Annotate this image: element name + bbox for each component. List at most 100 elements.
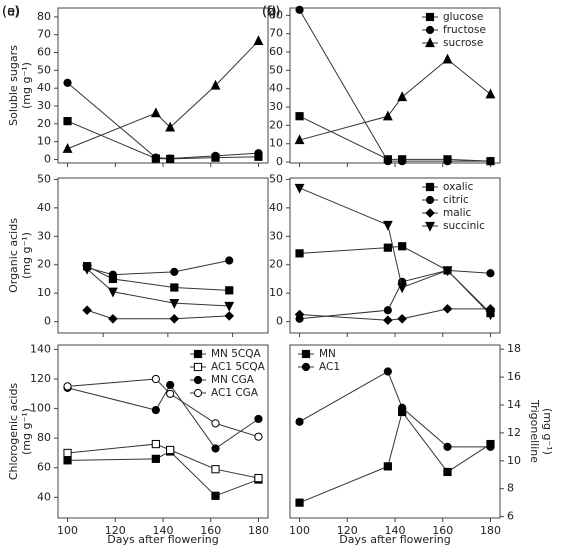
marker [254, 149, 263, 158]
legend-label: glucose [443, 11, 483, 23]
y-tick-label: 30 [37, 99, 51, 112]
marker [211, 491, 220, 500]
marker [63, 78, 72, 87]
y-axis-label: (mg g⁻¹) [20, 232, 33, 279]
marker [442, 304, 453, 314]
y-axis-label: Soluble sugars [7, 45, 20, 126]
marker [170, 267, 179, 276]
y-tick-label: 30 [37, 229, 51, 242]
series-line [86, 259, 230, 276]
y-tick-label: 10 [269, 137, 283, 150]
legend-marker [425, 182, 435, 192]
marker [383, 367, 392, 376]
marker [295, 417, 304, 426]
marker [108, 270, 118, 279]
marker [295, 249, 304, 258]
marker [82, 305, 92, 316]
x-tick-label: 140 [385, 524, 406, 537]
panel-label: (d) [262, 5, 280, 20]
x-tick-label: 160 [200, 524, 221, 537]
legend-marker [425, 37, 435, 48]
marker [166, 445, 175, 455]
legend-marker [193, 362, 203, 372]
legend-label: MN 5CQA [211, 348, 262, 360]
y-tick-label: 6 [507, 510, 514, 523]
y-tick-label: 10 [269, 286, 283, 299]
marker [225, 256, 234, 265]
y-tick-label: 0 [276, 155, 283, 168]
legend-marker [425, 195, 435, 205]
y-axis-label: (mg g⁻¹) [541, 408, 554, 455]
marker [224, 311, 235, 321]
y-tick-label: 80 [269, 8, 283, 21]
y-tick-label: 10 [507, 454, 521, 467]
marker [150, 107, 161, 118]
y-tick-label: 14 [507, 398, 521, 411]
legend-label: AC1 5CQA [211, 361, 266, 373]
y-tick-label: 60 [269, 45, 283, 58]
marker [294, 183, 305, 194]
marker [442, 266, 453, 277]
y-tick-label: 20 [269, 118, 283, 131]
marker [166, 154, 175, 163]
y-tick-label: 0 [44, 315, 51, 328]
legend-marker [193, 388, 203, 398]
y-tick-label: 12 [507, 426, 521, 439]
marker [151, 153, 160, 162]
y-tick-label: 100 [30, 402, 51, 415]
y-tick-label: 80 [37, 10, 51, 23]
y-tick-label: 80 [37, 431, 51, 444]
marker [165, 121, 176, 132]
series-line [299, 58, 491, 141]
legend-marker [425, 12, 435, 22]
legend-label: MN CGA [211, 374, 255, 386]
marker [397, 313, 407, 324]
panel-label: (a) [2, 5, 20, 20]
marker [443, 442, 452, 451]
y-tick-label: 70 [37, 28, 51, 41]
marker [485, 310, 496, 321]
x-tick-label: 100 [57, 524, 78, 537]
y-tick-label: 10 [37, 286, 51, 299]
x-tick-label: 120 [337, 524, 358, 537]
y-tick-label: 30 [269, 229, 283, 242]
y-axis-label: (mg g⁻¹) [20, 62, 33, 109]
y-tick-label: 60 [37, 46, 51, 59]
y-axis-label: (mg g⁻¹) [20, 408, 33, 455]
y-tick-label: 8 [507, 482, 514, 495]
marker [63, 382, 72, 391]
marker [397, 91, 408, 102]
marker [442, 53, 453, 64]
marker [108, 313, 118, 324]
legend-label: AC1 CGA [211, 387, 259, 399]
marker [151, 405, 160, 415]
plot-frame [57, 177, 269, 334]
legend-label: succinic [443, 220, 485, 232]
y-tick-label: 40 [37, 490, 51, 503]
marker [383, 306, 392, 315]
legend-marker [425, 208, 435, 218]
y-tick-label: 20 [37, 117, 51, 130]
marker [211, 465, 220, 474]
marker [383, 315, 393, 326]
series-line [299, 269, 491, 320]
marker [443, 157, 452, 166]
marker [295, 498, 304, 507]
y-tick-label: 40 [269, 201, 283, 214]
y-tick-label: 50 [37, 63, 51, 76]
series-line [67, 450, 259, 497]
y-tick-label: 0 [44, 152, 51, 165]
series-line [67, 443, 259, 479]
series-line [299, 115, 491, 162]
marker [225, 286, 234, 295]
panel-label: (b) [262, 5, 280, 20]
marker [294, 309, 305, 320]
marker [295, 112, 304, 121]
panel-label: (c) [2, 5, 19, 20]
x-tick-label: 180 [480, 524, 501, 537]
panel-label: (e) [2, 5, 20, 20]
marker [397, 283, 408, 294]
series-line [299, 410, 491, 504]
marker [211, 419, 220, 428]
y-tick-label: 40 [37, 81, 51, 94]
